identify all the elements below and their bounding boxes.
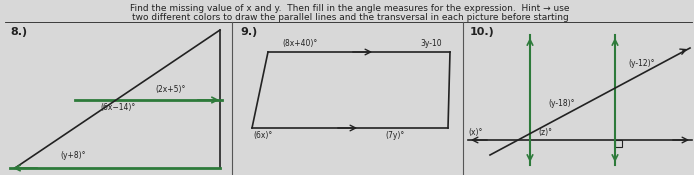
Text: 9.): 9.) — [240, 27, 257, 37]
Text: (8x+40)°: (8x+40)° — [282, 39, 317, 48]
Text: (6x−14)°: (6x−14)° — [100, 103, 135, 112]
Text: (y+8)°: (y+8)° — [60, 151, 85, 160]
Text: (y-18)°: (y-18)° — [548, 99, 575, 108]
Text: Find the missing value of x and y.  Then fill in the angle measures for the expr: Find the missing value of x and y. Then … — [130, 4, 570, 13]
Text: (2x+5)°: (2x+5)° — [155, 85, 185, 94]
Text: 10.): 10.) — [470, 27, 495, 37]
Bar — [615, 140, 622, 147]
Text: 8.): 8.) — [10, 27, 27, 37]
Text: (z)°: (z)° — [538, 128, 552, 137]
Text: (x)°: (x)° — [468, 128, 482, 137]
Text: (7y)°: (7y)° — [385, 131, 404, 140]
Text: (6x)°: (6x)° — [253, 131, 272, 140]
Text: 3y-10: 3y-10 — [420, 39, 441, 48]
Text: (y-12)°: (y-12)° — [628, 59, 654, 68]
Text: two different colors to draw the parallel lines and the transversal in each pict: two different colors to draw the paralle… — [132, 13, 568, 22]
